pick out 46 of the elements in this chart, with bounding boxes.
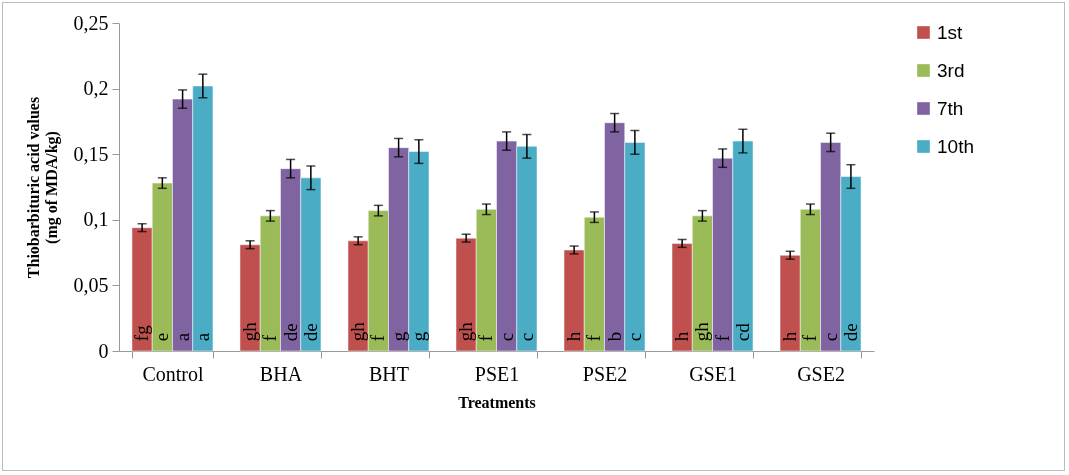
data-label: gh <box>239 321 261 342</box>
data-label: gh <box>691 321 713 342</box>
x-tick-label: Control <box>142 362 204 385</box>
data-label: f <box>367 334 389 342</box>
y-tick-label: 0,15 <box>73 142 109 165</box>
data-label: f <box>583 334 605 342</box>
y-tick-label: 0 <box>98 339 109 362</box>
y-tick-label: 0,05 <box>73 273 109 296</box>
data-label: f <box>799 334 821 342</box>
y-axis-title: Thiobarbituric acid values (mg of MDA/kg) <box>24 96 61 279</box>
data-label: e <box>151 332 173 342</box>
data-label: f <box>259 334 281 342</box>
x-tick-label: GSE2 <box>797 362 845 385</box>
data-label: de <box>299 323 321 342</box>
y-tick-label: 0,25 <box>73 11 109 34</box>
legend-label: 7th <box>937 97 964 119</box>
data-label: c <box>495 332 517 342</box>
data-label: f <box>711 334 733 342</box>
legend-label: 1st <box>937 21 964 43</box>
data-label: a <box>171 332 193 342</box>
data-label: c <box>819 332 841 342</box>
x-tick-label: BHT <box>368 362 409 385</box>
x-tick-label: BHA <box>259 362 303 385</box>
data-label: h <box>563 331 585 342</box>
data-label: a <box>191 332 213 342</box>
data-label: c <box>515 332 537 342</box>
data-label: cd <box>731 322 753 342</box>
legend-label: 10th <box>937 135 974 157</box>
y-tick-label: 0,1 <box>83 208 109 231</box>
data-label: de <box>839 323 861 342</box>
data-label: c <box>623 332 645 342</box>
data-label: de <box>279 323 301 342</box>
data-label: gh <box>347 321 369 342</box>
data-label: fg <box>131 324 153 342</box>
data-label: g <box>387 331 409 342</box>
x-tick-label: PSE2 <box>582 362 628 385</box>
y-tick-label: 0,2 <box>83 77 109 100</box>
data-label: b <box>603 331 625 342</box>
legend-label: 3rd <box>937 59 965 81</box>
data-label: h <box>671 331 693 342</box>
data-label: gh <box>455 321 477 342</box>
x-axis-title: Treatments <box>458 393 536 411</box>
x-tick-label: GSE1 <box>689 362 737 385</box>
x-tick-label: PSE1 <box>474 362 520 385</box>
data-label: f <box>475 334 497 342</box>
data-label: h <box>779 331 801 342</box>
